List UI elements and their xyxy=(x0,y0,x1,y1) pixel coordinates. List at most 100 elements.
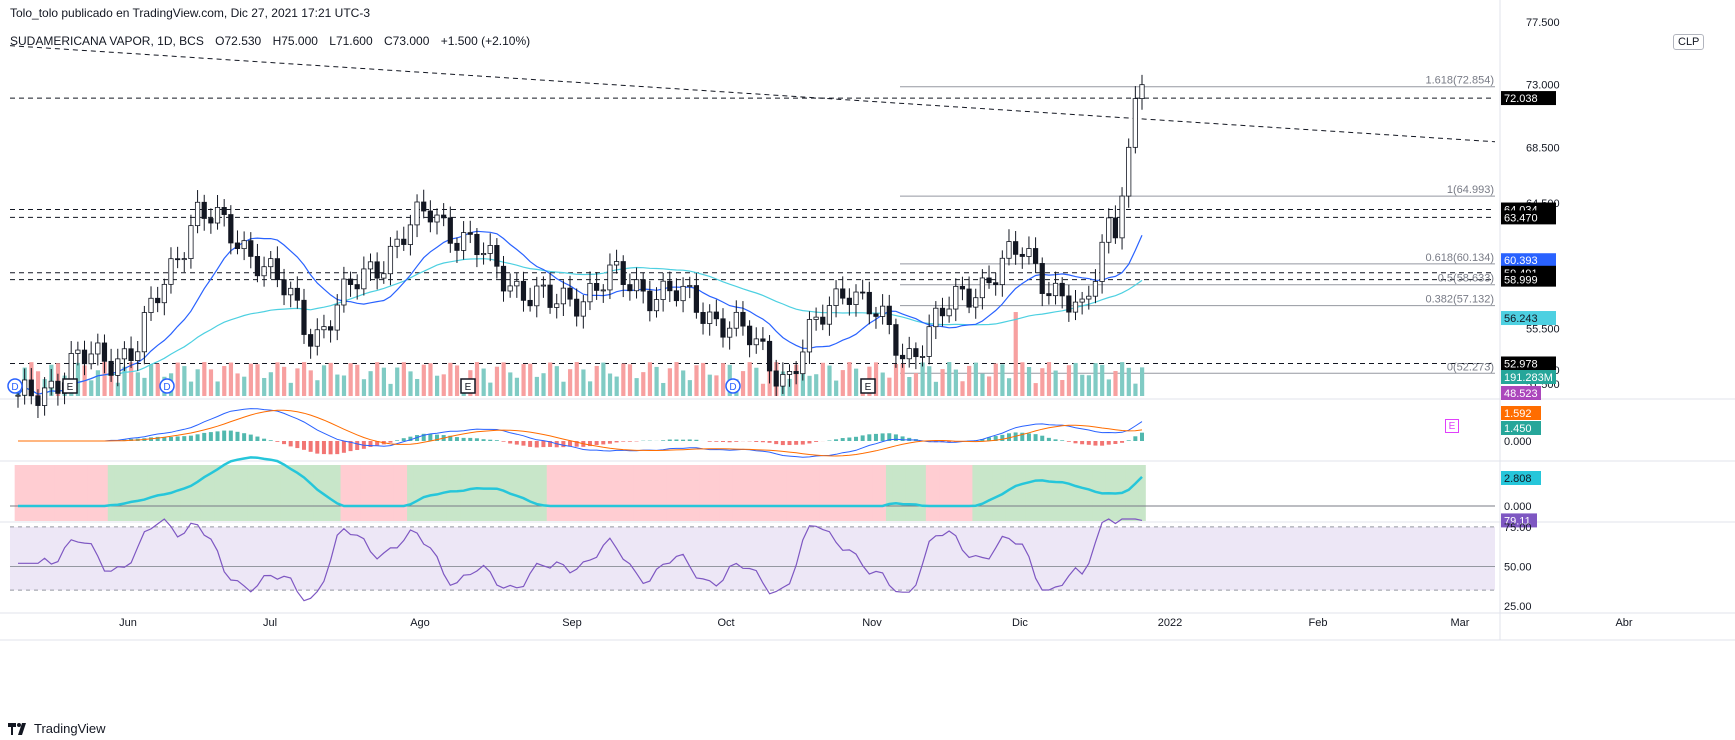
candle-body xyxy=(201,201,207,219)
candle xyxy=(447,206,453,253)
volume-bar xyxy=(528,363,533,396)
candle-body xyxy=(913,348,919,358)
candle xyxy=(740,301,746,336)
candle xyxy=(434,208,440,235)
candle xyxy=(540,276,547,298)
volume-bar xyxy=(973,362,978,396)
candle xyxy=(234,230,241,255)
oscillator-zone xyxy=(121,465,129,521)
macd-histogram-bar xyxy=(368,441,373,447)
oscillator-zone xyxy=(413,465,421,521)
candle-body xyxy=(374,261,380,279)
oscillator-zone xyxy=(493,465,501,521)
currency-badge[interactable]: CLP xyxy=(1673,34,1705,50)
oscillator-zone xyxy=(852,465,860,521)
oscillator-zone xyxy=(1078,465,1086,521)
volume-bar xyxy=(381,367,386,396)
candle-body xyxy=(281,279,287,296)
macd-histogram-bar xyxy=(694,439,699,441)
macd-histogram-bar xyxy=(321,441,326,455)
candle xyxy=(653,287,660,318)
candle-body xyxy=(640,279,646,292)
oscillator-zone xyxy=(294,465,302,521)
volume-bar xyxy=(740,371,746,396)
oscillator-zone xyxy=(420,465,428,521)
candle-body xyxy=(434,214,440,223)
candle-body xyxy=(414,201,420,226)
time-axis-label: Nov xyxy=(862,617,882,629)
candle xyxy=(846,288,852,316)
oscillator-zone xyxy=(659,465,667,521)
time-axis-label: Feb xyxy=(1309,617,1328,629)
candle-body xyxy=(108,360,114,376)
volume-bar xyxy=(135,372,140,396)
candle xyxy=(214,194,221,230)
candle xyxy=(953,278,959,322)
macd-histogram-bar xyxy=(1026,433,1031,441)
candle xyxy=(766,335,773,384)
candle-body xyxy=(28,379,34,397)
macd-histogram-bar xyxy=(594,441,599,445)
oscillator-zone xyxy=(699,465,707,521)
candle-body xyxy=(1046,293,1052,297)
candle xyxy=(95,333,101,366)
volume-bar xyxy=(328,362,333,396)
candle xyxy=(454,237,460,263)
volume-bar xyxy=(893,364,899,396)
candle-body xyxy=(261,266,267,277)
volume-bar xyxy=(361,379,367,396)
candle-body xyxy=(800,351,806,375)
volume-bar xyxy=(554,366,559,396)
candle xyxy=(467,220,473,244)
earnings-future-marker[interactable]: E xyxy=(1445,419,1459,433)
candle xyxy=(587,271,593,311)
volume-bar xyxy=(102,362,107,396)
oscillator-zone xyxy=(719,465,727,521)
candle xyxy=(833,280,839,318)
macd-histogram-bar xyxy=(1000,434,1005,441)
volume-bar xyxy=(308,370,313,396)
candle xyxy=(161,278,167,316)
volume-bar xyxy=(607,373,613,396)
oscillator-zone xyxy=(560,465,568,521)
volume-bar xyxy=(182,366,187,396)
candle xyxy=(873,306,879,329)
volume-bar xyxy=(1000,364,1005,396)
oscillator-zone xyxy=(333,465,342,521)
oscillator-zone xyxy=(74,465,82,521)
candle xyxy=(441,203,447,227)
candle xyxy=(1099,234,1105,294)
candle xyxy=(800,339,806,381)
volume-bar xyxy=(448,362,453,396)
oscillator-zone xyxy=(540,465,548,521)
oscillator-zone xyxy=(227,465,235,521)
oscillator-zone xyxy=(81,465,89,521)
price-axis-tick: 68.500 xyxy=(1526,142,1560,154)
oscillator-zone xyxy=(307,465,315,521)
candle-body xyxy=(1106,217,1112,243)
macd-histogram-bar xyxy=(1013,432,1018,441)
candle-body xyxy=(88,353,94,365)
oscillator-zone xyxy=(513,465,521,521)
macd-histogram-bar xyxy=(401,438,406,441)
candle-body xyxy=(594,282,600,291)
volume-bar xyxy=(880,372,885,396)
candle-body xyxy=(1072,301,1079,313)
volume-bar xyxy=(348,363,353,396)
candle-body xyxy=(500,265,507,292)
oscillator-zone xyxy=(553,465,561,521)
volume-bar xyxy=(581,369,586,396)
oscillator-zone xyxy=(979,465,987,521)
oscillator-zone xyxy=(580,465,588,521)
candle-body xyxy=(394,238,400,247)
candle-body xyxy=(1019,253,1025,257)
candle xyxy=(707,304,713,336)
candle xyxy=(341,266,347,313)
volume-bar xyxy=(275,362,280,396)
oscillator-zone xyxy=(154,465,162,521)
candle xyxy=(1026,236,1032,265)
symbol-legend[interactable]: SUDAMERICANA VAPOR, 1D, BCS O72.530 H75.… xyxy=(10,34,530,48)
volume-bar xyxy=(661,382,666,396)
ma-slow-line xyxy=(17,258,1143,396)
